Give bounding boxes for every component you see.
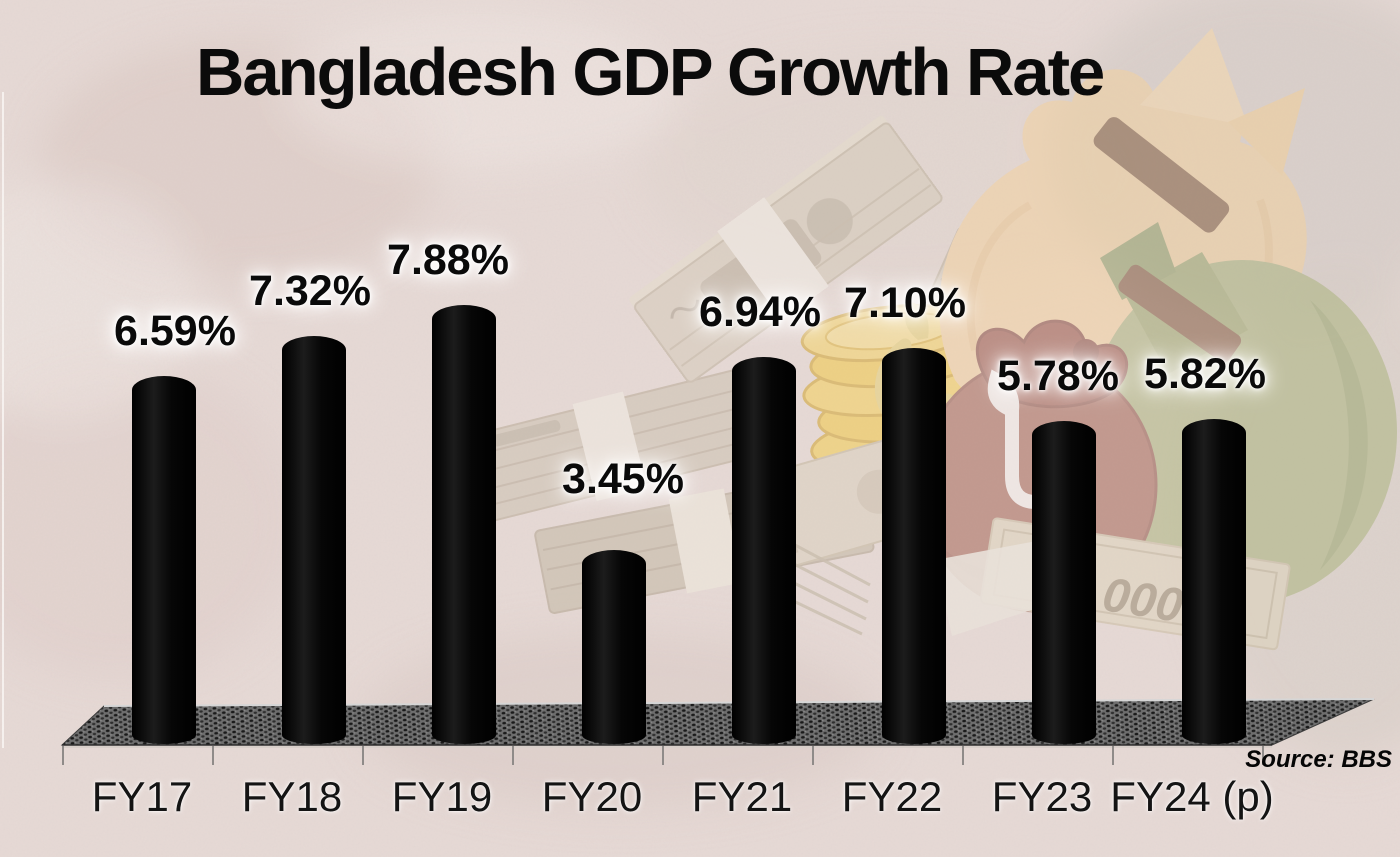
axis-tick <box>962 746 964 765</box>
category-label-fy18: FY18 <box>241 773 343 820</box>
axis-tick <box>512 746 514 765</box>
banknote-bundle-icon <box>629 115 943 383</box>
value-label-fy18: 7.32% <box>249 267 371 315</box>
banknote-icon <box>935 540 1062 636</box>
value-label-fy24-p: 5.82% <box>1144 350 1266 398</box>
category-label-fy21: FY21 <box>691 773 793 820</box>
bar-fy23 <box>1032 421 1096 744</box>
value-label-fy22: 7.10% <box>844 279 966 327</box>
axis-tick <box>362 746 364 765</box>
bar-fy18 <box>282 336 346 744</box>
category-label-fy22: FY22 <box>841 773 943 820</box>
bar-fy19 <box>432 305 496 744</box>
axis-tick <box>1262 746 1264 765</box>
bar-fy20 <box>582 550 646 744</box>
value-label-fy19: 7.88% <box>387 236 509 284</box>
axis-tick <box>212 746 214 765</box>
value-label-fy23: 5.78% <box>997 352 1119 400</box>
bar-fy22 <box>882 348 946 744</box>
source-note: Source: BBS <box>1245 746 1392 773</box>
y-axis-line <box>2 92 4 748</box>
category-label-fy17: FY17 <box>91 773 193 820</box>
bar-fy17 <box>132 376 196 744</box>
category-label-fy20: FY20 <box>541 773 643 820</box>
bar-fy21 <box>732 357 796 744</box>
category-label-fy24-p: FY24 (p) <box>1110 773 1274 820</box>
axis-tick <box>1112 746 1114 765</box>
value-label-fy21: 6.94% <box>699 288 821 336</box>
category-label-fy23: FY23 <box>991 773 1093 820</box>
axis-tick <box>62 746 64 765</box>
bar-fy24-p <box>1182 419 1246 744</box>
chart-title: Bangladesh GDP Growth Rate <box>196 35 1105 110</box>
x-axis-line <box>62 746 1272 748</box>
value-label-fy20: 3.45% <box>562 455 684 503</box>
axis-tick <box>662 746 664 765</box>
axis-tick <box>812 746 814 765</box>
value-label-fy17: 6.59% <box>114 307 236 355</box>
banknote-denomination: 000 <box>1099 568 1187 633</box>
category-label-fy19: FY19 <box>391 773 493 820</box>
